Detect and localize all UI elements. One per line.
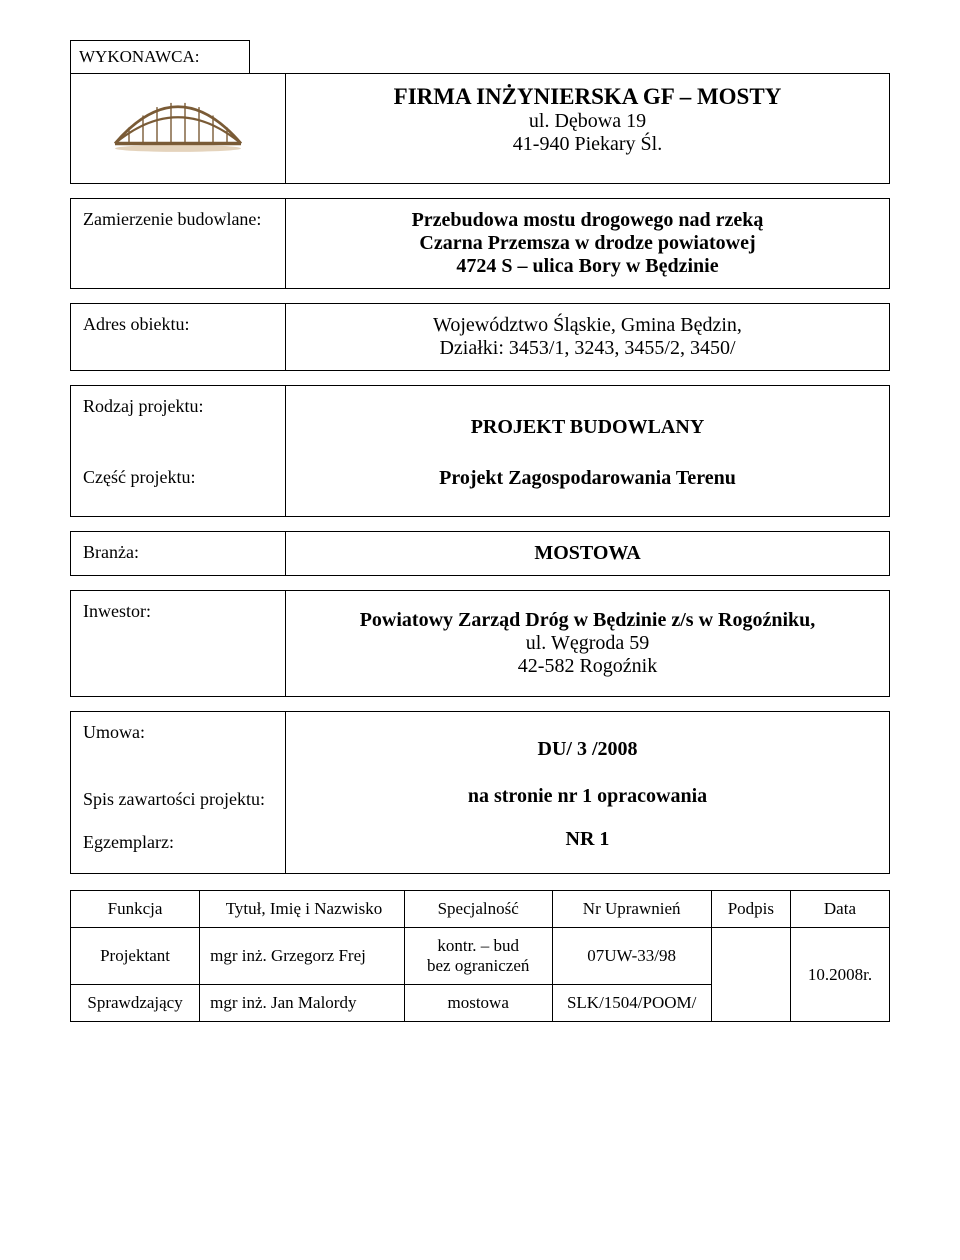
label-umowa: Umowa: [71, 712, 286, 780]
row-branza: Branża: MOSTOWA [70, 531, 890, 576]
firm-addr2: 41-940 Piekary Śl. [298, 133, 877, 156]
sig-funkcja-0: Projektant [71, 928, 200, 985]
label-czesc: Część projektu: [71, 457, 286, 517]
bridge-icon [103, 84, 253, 154]
th-funkcja: Funkcja [71, 891, 200, 928]
th-tytul: Tytuł, Imię i Nazwisko [200, 891, 405, 928]
zamierzenie-l1: Przebudowa mostu drogowego nad rzeką [298, 209, 877, 232]
label-branza: Branża: [71, 532, 286, 576]
label-inwestor: Inwestor: [71, 591, 286, 697]
sig-row-projektant: Projektant mgr inż. Grzegorz Frej kontr.… [71, 928, 890, 985]
sig-data-0: 10.2008r. [790, 928, 889, 1022]
sig-nr-0: 07UW-33/98 [552, 928, 711, 985]
th-data: Data [790, 891, 889, 928]
sig-podpis [711, 928, 790, 1022]
adres-l1: Województwo Śląskie, Gmina Będzin, [298, 314, 877, 337]
value-adres: Województwo Śląskie, Gmina Będzin, Dział… [286, 304, 890, 371]
sig-spec-1: mostowa [404, 985, 552, 1022]
signature-table: Funkcja Tytuł, Imię i Nazwisko Specjalno… [70, 890, 890, 1022]
label-adres: Adres obiektu: [71, 304, 286, 371]
inwestor-l1: Powiatowy Zarząd Dróg w Będzinie z/s w R… [298, 609, 877, 632]
sig-header-row: Funkcja Tytuł, Imię i Nazwisko Specjalno… [71, 891, 890, 928]
th-nr: Nr Uprawnień [552, 891, 711, 928]
row-zamierzenie: Zamierzenie budowlane: Przebudowa mostu … [70, 198, 890, 289]
row-inwestor: Inwestor: Powiatowy Zarząd Dróg w Będzin… [70, 590, 890, 697]
header-table: FIRMA INŻYNIERSKA GF – MOSTY ul. Dębowa … [70, 73, 890, 184]
label-rodzaj: Rodzaj projektu: [71, 386, 286, 458]
sig-funkcja-1: Sprawdzający [71, 985, 200, 1022]
zamierzenie-l3: 4724 S – ulica Bory w Będzinie [298, 255, 877, 278]
sig-name-1: mgr inż. Jan Malordy [200, 985, 405, 1022]
sig-spec-0-l2: bez ograniczeń [411, 956, 546, 976]
firm-addr1: ul. Dębowa 19 [298, 110, 877, 133]
inwestor-l3: 42-582 Rogoźnik [298, 655, 877, 678]
value-rodzaj: PROJEKT BUDOWLANY [286, 386, 890, 458]
th-podpis: Podpis [711, 891, 790, 928]
row-adres: Adres obiektu: Województwo Śląskie, Gmin… [70, 303, 890, 371]
th-spec: Specjalność [404, 891, 552, 928]
row-rodzaj-czesc: Rodzaj projektu: PROJEKT BUDOWLANY Część… [70, 385, 890, 517]
value-branza: MOSTOWA [286, 532, 890, 576]
label-spis: Spis zawartości projektu: [71, 779, 286, 822]
value-egz: NR 1 [286, 822, 890, 874]
label-zamierzenie: Zamierzenie budowlane: [71, 199, 286, 289]
inwestor-l2: ul. Węgroda 59 [298, 632, 877, 655]
value-umowa: DU/ 3 /2008 [286, 712, 890, 780]
row-umowa-spis-egz: Umowa: DU/ 3 /2008 Spis zawartości proje… [70, 711, 890, 874]
value-spis: na stronie nr 1 opracowania [286, 779, 890, 822]
sig-spec-0: kontr. – bud bez ograniczeń [404, 928, 552, 985]
value-inwestor: Powiatowy Zarząd Dróg w Będzinie z/s w R… [286, 591, 890, 697]
header-wykonawca-label: WYKONAWCA: [70, 40, 250, 73]
label-egz: Egzemplarz: [71, 822, 286, 874]
firm-title-cell: FIRMA INŻYNIERSKA GF – MOSTY ul. Dębowa … [286, 74, 890, 184]
sig-nr-1: SLK/1504/POOM/ [552, 985, 711, 1022]
adres-l2: Działki: 3453/1, 3243, 3455/2, 3450/ [298, 337, 877, 360]
value-zamierzenie: Przebudowa mostu drogowego nad rzeką Cza… [286, 199, 890, 289]
firm-name: FIRMA INŻYNIERSKA GF – MOSTY [298, 84, 877, 110]
value-czesc: Projekt Zagospodarowania Terenu [286, 457, 890, 517]
logo-cell [71, 74, 286, 184]
sig-name-0: mgr inż. Grzegorz Frej [200, 928, 405, 985]
sig-spec-0-l1: kontr. – bud [411, 936, 546, 956]
page: WYKONAWCA: [0, 0, 960, 1062]
zamierzenie-l2: Czarna Przemsza w drodze powiatowej [298, 232, 877, 255]
